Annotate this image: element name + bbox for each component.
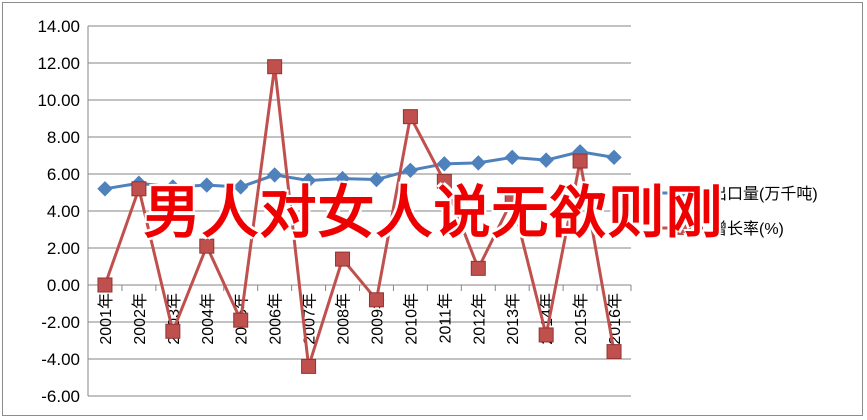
legend-label: 增长率(%) (711, 220, 784, 238)
data-point-diamond (504, 149, 520, 166)
data-point-diamond (266, 167, 283, 183)
y-tick-label: 8.00 (47, 128, 80, 147)
x-tick-label: 2008年 (335, 293, 353, 345)
y-tick-label: 0.00 (47, 276, 80, 295)
data-point-diamond (470, 155, 486, 171)
x-tick-label: 2001年 (97, 293, 115, 345)
legend-label: 出口量(万千吨) (711, 185, 818, 203)
data-point-square (538, 327, 554, 343)
data-point-diamond (300, 172, 317, 189)
data-point-diamond (538, 152, 554, 168)
data-point-diamond (402, 162, 419, 179)
data-point-square (131, 181, 147, 197)
data-point-square (470, 260, 486, 276)
data-point-square (233, 312, 249, 328)
x-tick-label: 2004年 (199, 293, 217, 345)
gridlines (87, 25, 632, 397)
data-point-square (97, 277, 113, 293)
data-point-square (606, 344, 622, 360)
y-tick-label: 6.00 (47, 165, 80, 184)
x-tick-label: 2013年 (504, 293, 522, 345)
data-point-diamond (368, 171, 385, 188)
data-point-diamond (436, 156, 453, 172)
x-tick-label: 2015年 (572, 293, 590, 345)
data-point-diamond (606, 149, 622, 166)
y-tick-label: -2.00 (41, 313, 80, 332)
data-point-square (504, 192, 520, 208)
x-tick-label: 2006年 (267, 293, 285, 345)
data-point-diamond (165, 179, 181, 195)
series-group (97, 59, 622, 374)
series-line-1 (104, 150, 615, 191)
data-point-square (572, 153, 588, 169)
x-tick-label: 2012年 (470, 293, 488, 345)
legend-marker (673, 221, 687, 235)
series-line-2 (103, 66, 616, 367)
y-tick-label: 12.00 (37, 54, 80, 73)
data-point-square (335, 251, 351, 267)
chart-svg: -6.00 -4.00 -2.00 0.00 2.00 4.00 6.00 8.00 10.00… (37, 17, 818, 406)
data-point-square (436, 173, 452, 189)
y-tick-label: -4.00 (41, 350, 80, 369)
legend: 出口量(万千吨) 增长率(%) (657, 185, 818, 238)
data-point-square (199, 238, 215, 254)
data-point-diamond (199, 177, 215, 193)
y-tick-label: -6.00 (41, 387, 80, 406)
data-point-square (267, 59, 283, 75)
data-point-diamond (97, 181, 113, 197)
chart-frame: -6.00 -4.00 -2.00 0.00 2.00 4.00 6.00 8.00 10.00… (2, 2, 863, 416)
y-tick-labels: -6.00 -4.00 -2.00 0.00 2.00 4.00 6.00 8.00 10.00… (37, 17, 80, 406)
data-point-diamond (233, 179, 249, 195)
data-point-square (301, 358, 317, 374)
y-tick-label: 4.00 (47, 202, 80, 221)
legend-marker (673, 186, 687, 200)
data-point-square (368, 292, 384, 308)
y-tick-label: 14.00 (37, 17, 80, 36)
data-point-square (165, 323, 181, 339)
y-tick-label: 10.00 (37, 91, 80, 110)
x-tick-label: 2011年 (436, 293, 454, 343)
x-tick-label: 2010年 (402, 293, 420, 345)
data-point-square (402, 109, 418, 125)
y-tick-label: 2.00 (47, 239, 80, 258)
overlay-title: 男人对女人说无欲则刚 (143, 180, 724, 246)
data-point-diamond (334, 170, 351, 187)
x-tick-label: 2002年 (131, 293, 149, 345)
